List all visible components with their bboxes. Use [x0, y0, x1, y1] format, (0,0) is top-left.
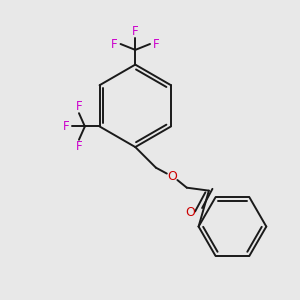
Text: F: F [111, 38, 117, 50]
Text: F: F [76, 140, 82, 153]
Text: O: O [167, 170, 177, 183]
Text: F: F [63, 120, 69, 133]
Text: F: F [153, 38, 160, 50]
Text: F: F [132, 25, 139, 38]
Text: F: F [76, 100, 82, 113]
Text: O: O [185, 206, 195, 219]
